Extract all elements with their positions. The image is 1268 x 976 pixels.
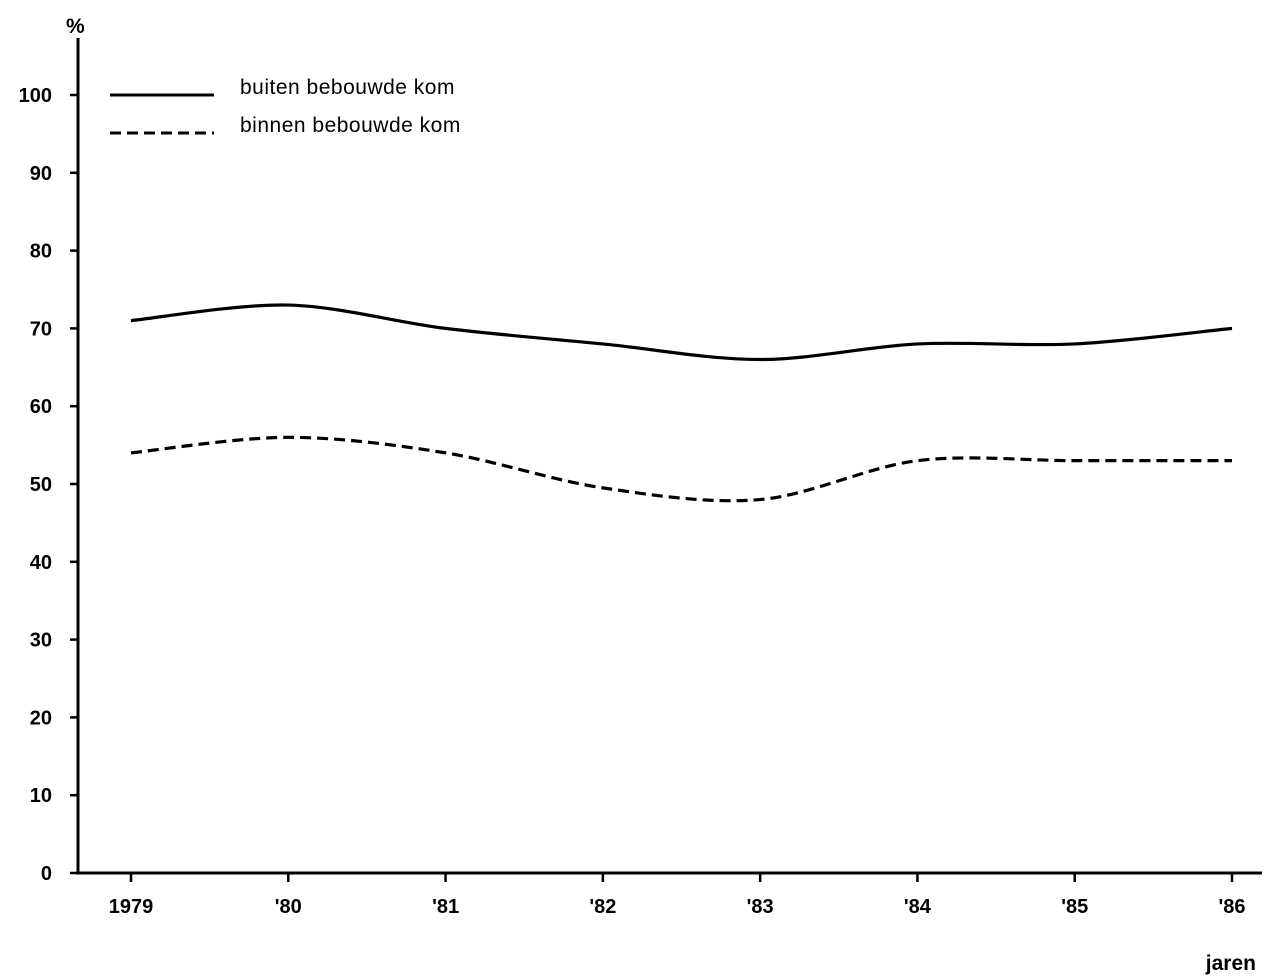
x-tick-label: '85	[1061, 896, 1088, 918]
x-tick-label: '80	[275, 896, 302, 918]
legend-label-buiten: buiten bebouwde kom	[240, 76, 455, 99]
x-ticks: 1979 '80 '81 '82 '83 '84 '85 '86	[109, 873, 1246, 918]
y-ticks: 0 10 20 30 40 50 60 70 80 90 100	[19, 85, 78, 885]
series-line-binnen	[130, 435, 1232, 503]
x-tick-label: '82	[589, 896, 616, 918]
y-tick-label: 50	[30, 474, 52, 496]
legend: buiten bebouwde kom binnen bebouwde kom	[110, 76, 461, 137]
x-tick-label: 1979	[109, 896, 154, 918]
series-line-buiten	[130, 303, 1233, 362]
y-tick-label: 80	[30, 241, 52, 263]
x-tick-label: '83	[747, 896, 774, 918]
y-tick-label: 30	[30, 630, 52, 652]
y-tick-label: 100	[19, 85, 52, 107]
y-tick-label: 70	[30, 318, 52, 340]
x-tick-label: '81	[432, 896, 459, 918]
x-axis-label: jaren	[1205, 952, 1256, 975]
y-tick-label: 20	[30, 707, 52, 729]
legend-label-binnen: binnen bebouwde kom	[240, 114, 461, 137]
x-tick-label: '86	[1218, 896, 1245, 918]
y-tick-label: 0	[41, 863, 52, 885]
y-tick-label: 60	[30, 396, 52, 418]
y-tick-label: 90	[30, 163, 52, 185]
y-tick-label: 10	[30, 785, 52, 807]
y-axis-label: %	[66, 15, 85, 38]
x-tick-label: '84	[904, 896, 932, 918]
series-layer	[130, 303, 1233, 503]
axes	[76, 38, 1262, 875]
y-tick-label: 40	[30, 552, 52, 574]
